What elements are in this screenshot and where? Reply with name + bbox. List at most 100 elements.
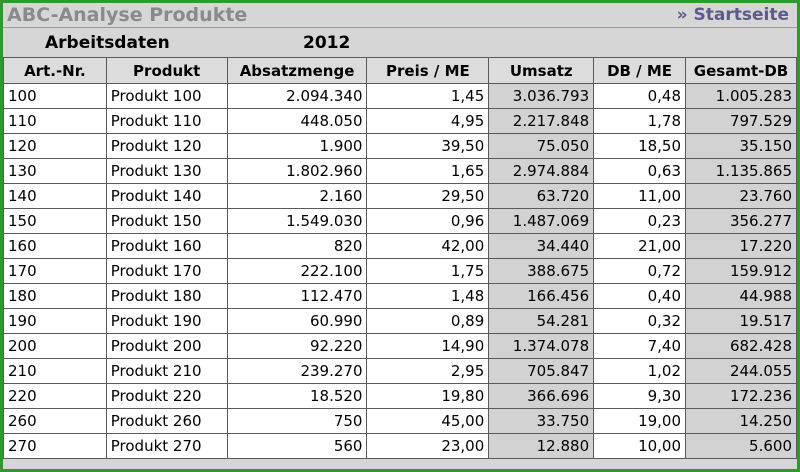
cell-preis-me: 1,75: [366, 258, 490, 284]
table-row: 200 Produkt 200 92.220 14,90 1.374.078 7,40 68…: [3, 333, 797, 359]
cell-absatzmenge: 1.802.960: [226, 158, 368, 184]
cell-produkt: Produkt 130: [105, 158, 228, 184]
cell-gesamt-db: 14.250: [685, 408, 797, 434]
cell-art-nr: 210: [3, 358, 107, 384]
cell-preis-me: 1,65: [366, 158, 490, 184]
cell-preis-me: 0,89: [366, 308, 490, 334]
start-page-link[interactable]: » Startseite: [676, 5, 789, 25]
cell-art-nr: 130: [3, 158, 107, 184]
cell-absatzmenge: 1.900: [226, 133, 368, 159]
table-row: 160 Produkt 160 820 42,00 34.440 21,00 17.220: [3, 233, 797, 259]
cell-gesamt-db: 356.277: [685, 208, 797, 234]
cell-art-nr: 190: [3, 308, 107, 334]
cell-db-me: 21,00: [593, 233, 687, 259]
cell-gesamt-db: 23.760: [685, 183, 797, 209]
cell-preis-me: 4,95: [366, 108, 490, 134]
column-header-absatzmenge: Absatzmenge: [226, 57, 368, 84]
cell-produkt: Produkt 270: [105, 433, 228, 459]
cell-umsatz: 63.720: [488, 183, 595, 209]
cell-gesamt-db: 35.150: [685, 133, 797, 159]
cell-umsatz: 3.036.793: [488, 83, 595, 109]
column-header-db-me: DB / ME: [593, 57, 687, 84]
column-header-preis-me: Preis / ME: [366, 57, 490, 84]
cell-absatzmenge: 820: [226, 233, 368, 259]
cell-art-nr: 160: [3, 233, 107, 259]
cell-db-me: 18,50: [593, 133, 687, 159]
cell-umsatz: 34.440: [488, 233, 595, 259]
cell-absatzmenge: 18.520: [226, 383, 368, 409]
cell-absatzmenge: 92.220: [226, 333, 368, 359]
cell-gesamt-db: 19.517: [685, 308, 797, 334]
table-row: 180 Produkt 180 112.470 1,48 166.456 0,40 44.9…: [3, 283, 797, 309]
cell-absatzmenge: 750: [226, 408, 368, 434]
cell-gesamt-db: 172.236: [685, 383, 797, 409]
cell-produkt: Produkt 110: [105, 108, 228, 134]
table-row: 130 Produkt 130 1.802.960 1,65 2.974.884 0,63…: [3, 158, 797, 184]
cell-produkt: Produkt 100: [105, 83, 228, 109]
cell-produkt: Produkt 180: [105, 283, 228, 309]
column-header-umsatz: Umsatz: [488, 57, 595, 84]
cell-preis-me: 42,00: [366, 233, 490, 259]
cell-art-nr: 220: [3, 383, 107, 409]
cell-gesamt-db: 17.220: [685, 233, 797, 259]
cell-db-me: 9,30: [593, 383, 687, 409]
table-row: 260 Produkt 260 750 45,00 33.750 19,00 14.250: [3, 408, 797, 434]
cell-db-me: 0,40: [593, 283, 687, 309]
table-row: 100 Produkt 100 2.094.340 1,45 3.036.793 0,48…: [3, 83, 797, 109]
cell-preis-me: 45,00: [366, 408, 490, 434]
table-row: 110 Produkt 110 448.050 4,95 2.217.848 1,78 79…: [3, 108, 797, 134]
cell-produkt: Produkt 190: [105, 308, 228, 334]
cell-art-nr: 140: [3, 183, 107, 209]
cell-absatzmenge: 1.549.030: [226, 208, 368, 234]
table-row: 170 Produkt 170 222.100 1,75 388.675 0,72 159.…: [3, 258, 797, 284]
cell-art-nr: 150: [3, 208, 107, 234]
cell-preis-me: 14,90: [366, 333, 490, 359]
cell-db-me: 10,00: [593, 433, 687, 459]
cell-absatzmenge: 2.160: [226, 183, 368, 209]
cell-absatzmenge: 222.100: [226, 258, 368, 284]
cell-produkt: Produkt 200: [105, 333, 228, 359]
cell-gesamt-db: 682.428: [685, 333, 797, 359]
cell-umsatz: 166.456: [488, 283, 595, 309]
app-frame: ABC-Analyse Produkte » Startseite Arbeit…: [3, 3, 797, 469]
cell-art-nr: 260: [3, 408, 107, 434]
cell-absatzmenge: 60.990: [226, 308, 368, 334]
table-row: 210 Produkt 210 239.270 2,95 705.847 1,02 244.…: [3, 358, 797, 384]
cell-db-me: 1,78: [593, 108, 687, 134]
cell-umsatz: 388.675: [488, 258, 595, 284]
cell-gesamt-db: 44.988: [685, 283, 797, 309]
cell-art-nr: 100: [3, 83, 107, 109]
cell-produkt: Produkt 260: [105, 408, 228, 434]
cell-umsatz: 12.880: [488, 433, 595, 459]
cell-umsatz: 54.281: [488, 308, 595, 334]
cell-db-me: 0,63: [593, 158, 687, 184]
cell-produkt: Produkt 150: [105, 208, 228, 234]
title-bar: ABC-Analyse Produkte » Startseite: [3, 3, 797, 28]
cell-umsatz: 705.847: [488, 358, 595, 384]
cell-preis-me: 1,45: [366, 83, 490, 109]
cell-art-nr: 170: [3, 258, 107, 284]
cell-produkt: Produkt 210: [105, 358, 228, 384]
cell-preis-me: 29,50: [366, 183, 490, 209]
cell-umsatz: 75.050: [488, 133, 595, 159]
cell-db-me: 0,32: [593, 308, 687, 334]
cell-art-nr: 200: [3, 333, 107, 359]
table-row: 140 Produkt 140 2.160 29,50 63.720 11,00 23.76…: [3, 183, 797, 209]
cell-umsatz: 33.750: [488, 408, 595, 434]
cell-gesamt-db: 1.005.283: [685, 83, 797, 109]
cell-produkt: Produkt 220: [105, 383, 228, 409]
table-row: 190 Produkt 190 60.990 0,89 54.281 0,32 19.517: [3, 308, 797, 334]
cell-gesamt-db: 797.529: [685, 108, 797, 134]
cell-db-me: 19,00: [593, 408, 687, 434]
cell-produkt: Produkt 140: [105, 183, 228, 209]
product-table: Art.-Nr. Produkt Absatzmenge Preis / ME …: [3, 57, 797, 459]
table-row: 150 Produkt 150 1.549.030 0,96 1.487.069 0,23…: [3, 208, 797, 234]
cell-absatzmenge: 560: [226, 433, 368, 459]
cell-umsatz: 2.974.884: [488, 158, 595, 184]
cell-db-me: 0,23: [593, 208, 687, 234]
cell-umsatz: 2.217.848: [488, 108, 595, 134]
cell-gesamt-db: 244.055: [685, 358, 797, 384]
cell-produkt: Produkt 160: [105, 233, 228, 259]
table-header-row: Art.-Nr. Produkt Absatzmenge Preis / ME …: [3, 57, 797, 84]
cell-absatzmenge: 448.050: [226, 108, 368, 134]
